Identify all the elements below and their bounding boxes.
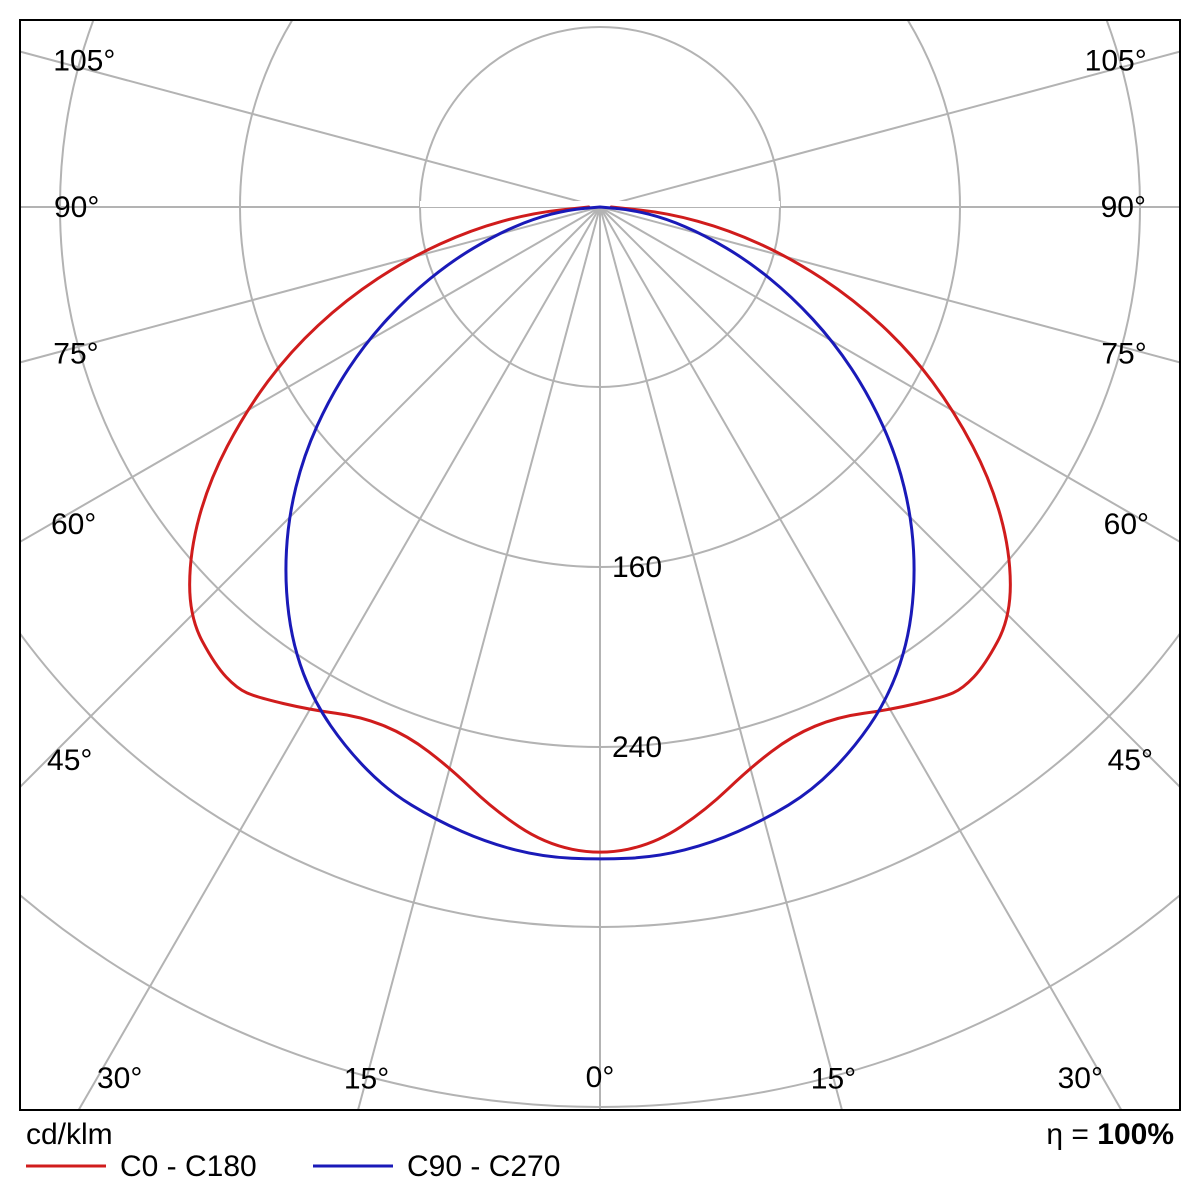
angle-label: 60°	[1104, 508, 1149, 541]
efficiency-prefix: η =	[1046, 1118, 1097, 1151]
angle-label: 45°	[1108, 744, 1153, 777]
polar-chart-svg: 160 240 0° 15° 30° 45° 60° 75° 90° 105° 15° 30° 45° 6…	[0, 0, 1200, 1187]
angle-label: 15°	[811, 1062, 856, 1095]
angle-label: 75°	[1101, 337, 1146, 370]
angle-label: 0°	[586, 1061, 615, 1094]
angle-label: 60°	[51, 508, 96, 541]
ring-label: 240	[612, 731, 662, 764]
angle-label: 105°	[1085, 45, 1147, 78]
polar-chart-container: 160 240 0° 15° 30° 45° 60° 75° 90° 105° 15° 30° 45° 6…	[0, 0, 1200, 1187]
angle-label: 75°	[53, 337, 98, 370]
ring-label: 160	[612, 551, 662, 584]
angle-label: 15°	[344, 1062, 389, 1095]
angle-label: 90°	[54, 191, 99, 224]
legend-item-label: C90 - C270	[407, 1150, 560, 1183]
angle-label: 90°	[1101, 191, 1146, 224]
angle-label: 30°	[97, 1062, 142, 1095]
efficiency-label: η = 100%	[1046, 1118, 1174, 1151]
angle-label: 45°	[47, 744, 92, 777]
angle-label: 105°	[53, 45, 115, 78]
angle-label: 30°	[1058, 1062, 1103, 1095]
unit-label: cd/klm	[26, 1118, 113, 1151]
legend-item-label: C0 - C180	[120, 1150, 257, 1183]
efficiency-value: 100%	[1097, 1118, 1174, 1151]
